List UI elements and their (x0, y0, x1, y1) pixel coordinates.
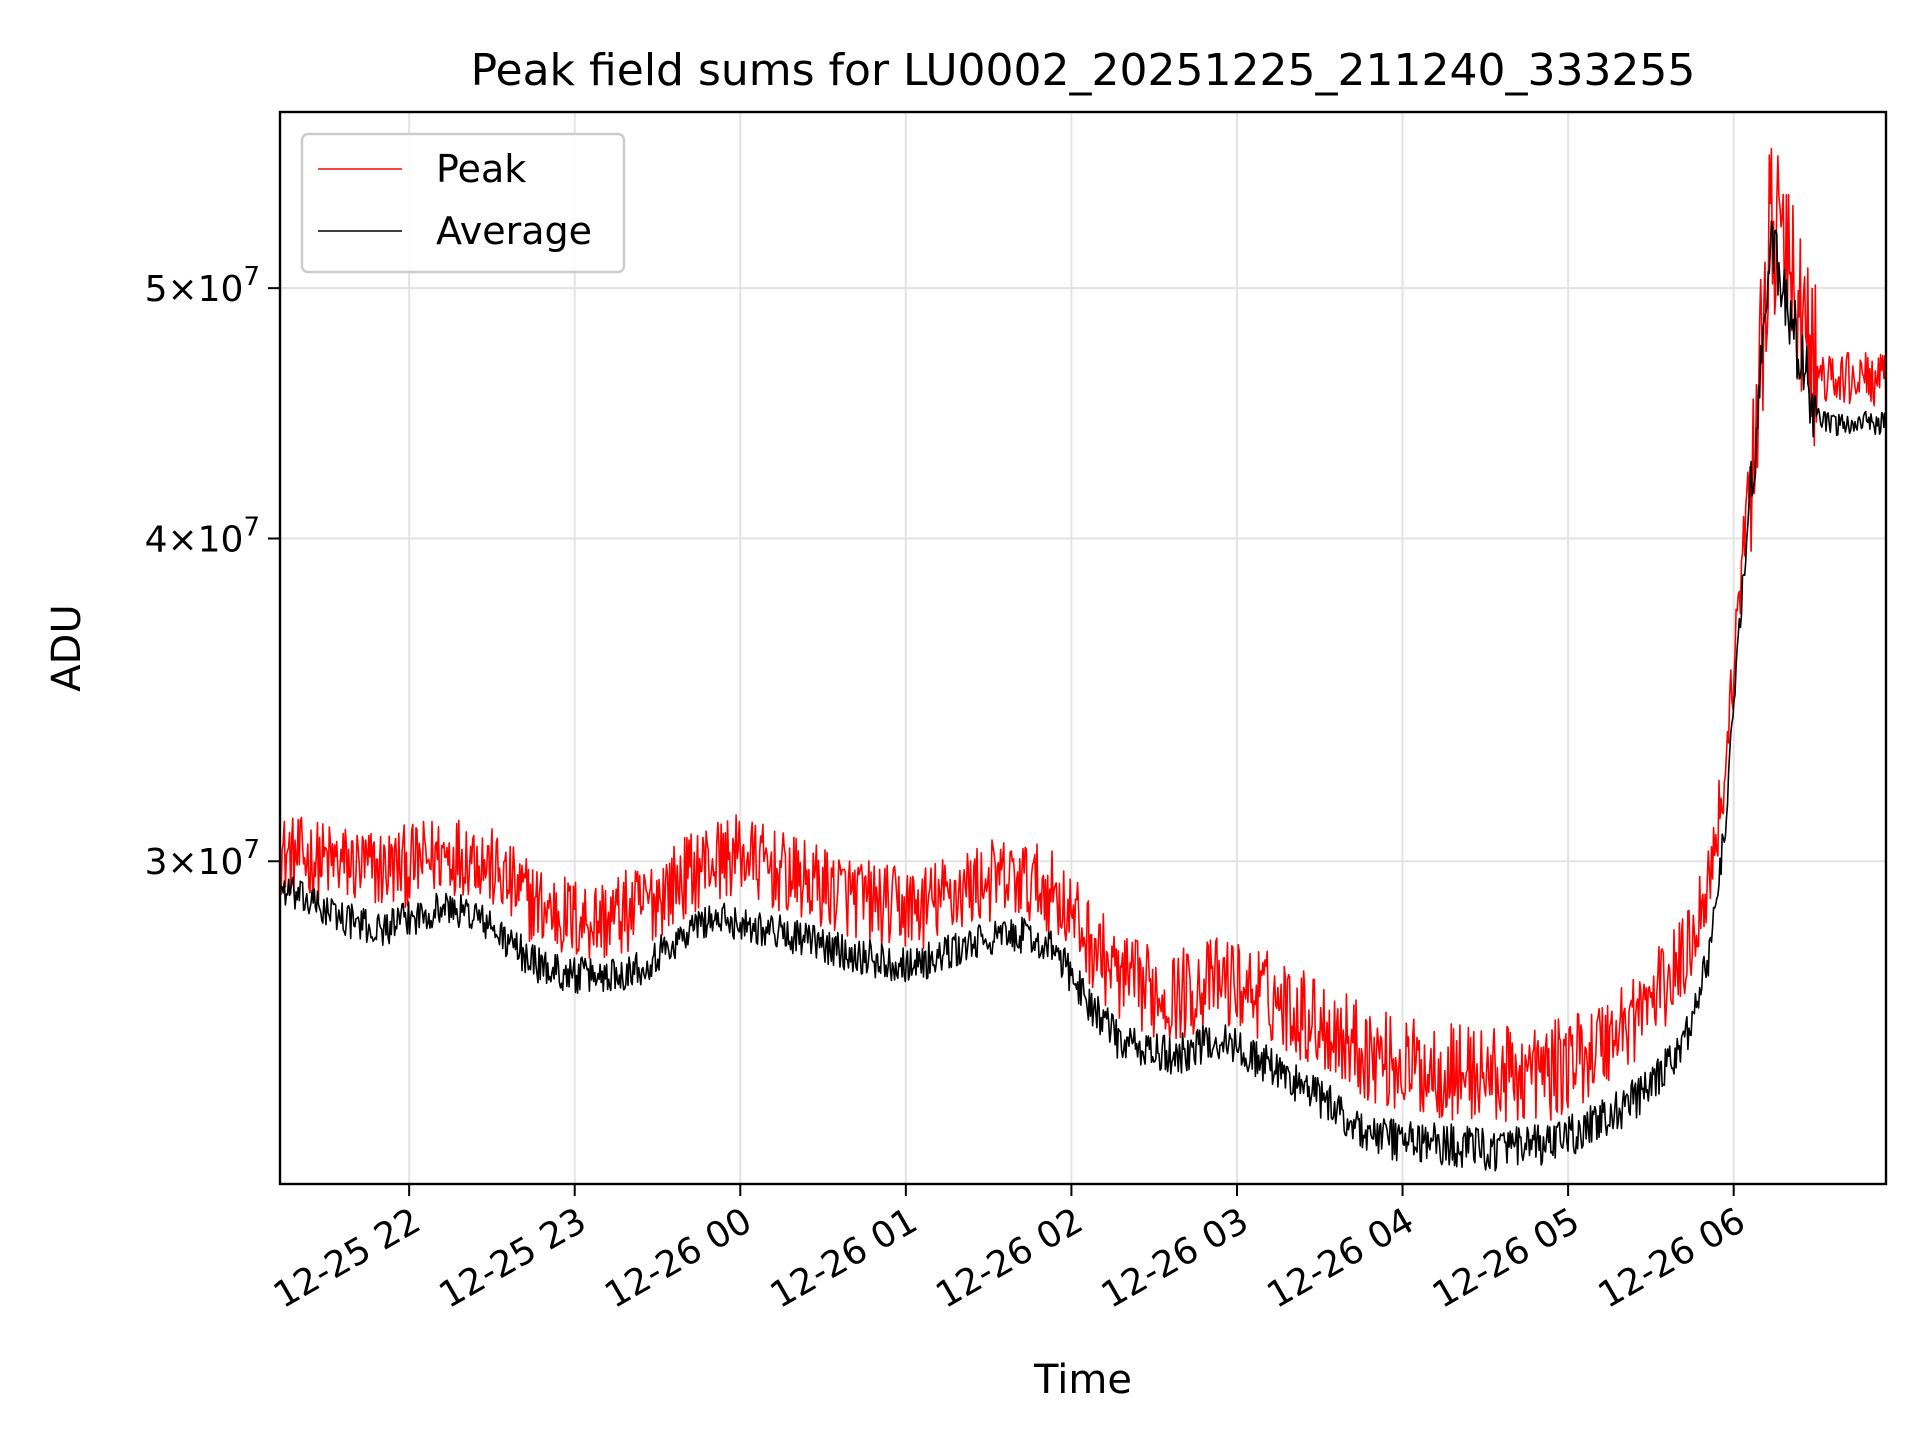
legend-label-average: Average (436, 209, 592, 253)
legend: Peak Average (300, 132, 626, 274)
series-line-average (279, 220, 1887, 1172)
y-axis-ticks: 3×107 4×107 5×107 (145, 262, 280, 883)
x-axis-title: Time (1033, 1357, 1132, 1403)
series-lines (279, 147, 1887, 1172)
legend-label-peak: Peak (436, 147, 526, 191)
y-tick-label: 3×107 (145, 835, 260, 883)
plot-frame (278, 110, 1888, 1186)
y-tick-label: 4×107 (145, 512, 260, 560)
y-tick-label: 5×107 (145, 262, 260, 310)
grid-lines (280, 112, 1886, 1184)
series-line-peak (279, 147, 1887, 1123)
y-axis-title: ADU (44, 604, 90, 691)
chart-title: Peak field sums for LU0002_20251225_2112… (471, 45, 1696, 96)
